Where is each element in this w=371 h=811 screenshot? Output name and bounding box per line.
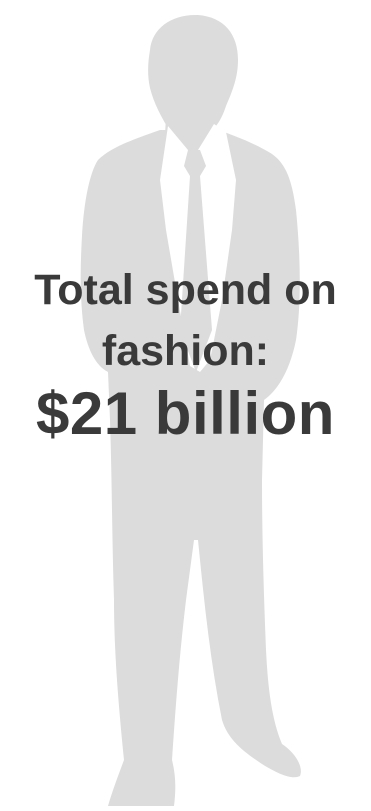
label-line-2: fashion:: [101, 327, 270, 375]
silhouette-head: [148, 14, 238, 140]
tie: [180, 150, 212, 372]
amount-value: $21 billion: [36, 380, 335, 447]
label-line-1: Total spend on: [34, 266, 337, 314]
silhouette-body: [80, 130, 301, 806]
